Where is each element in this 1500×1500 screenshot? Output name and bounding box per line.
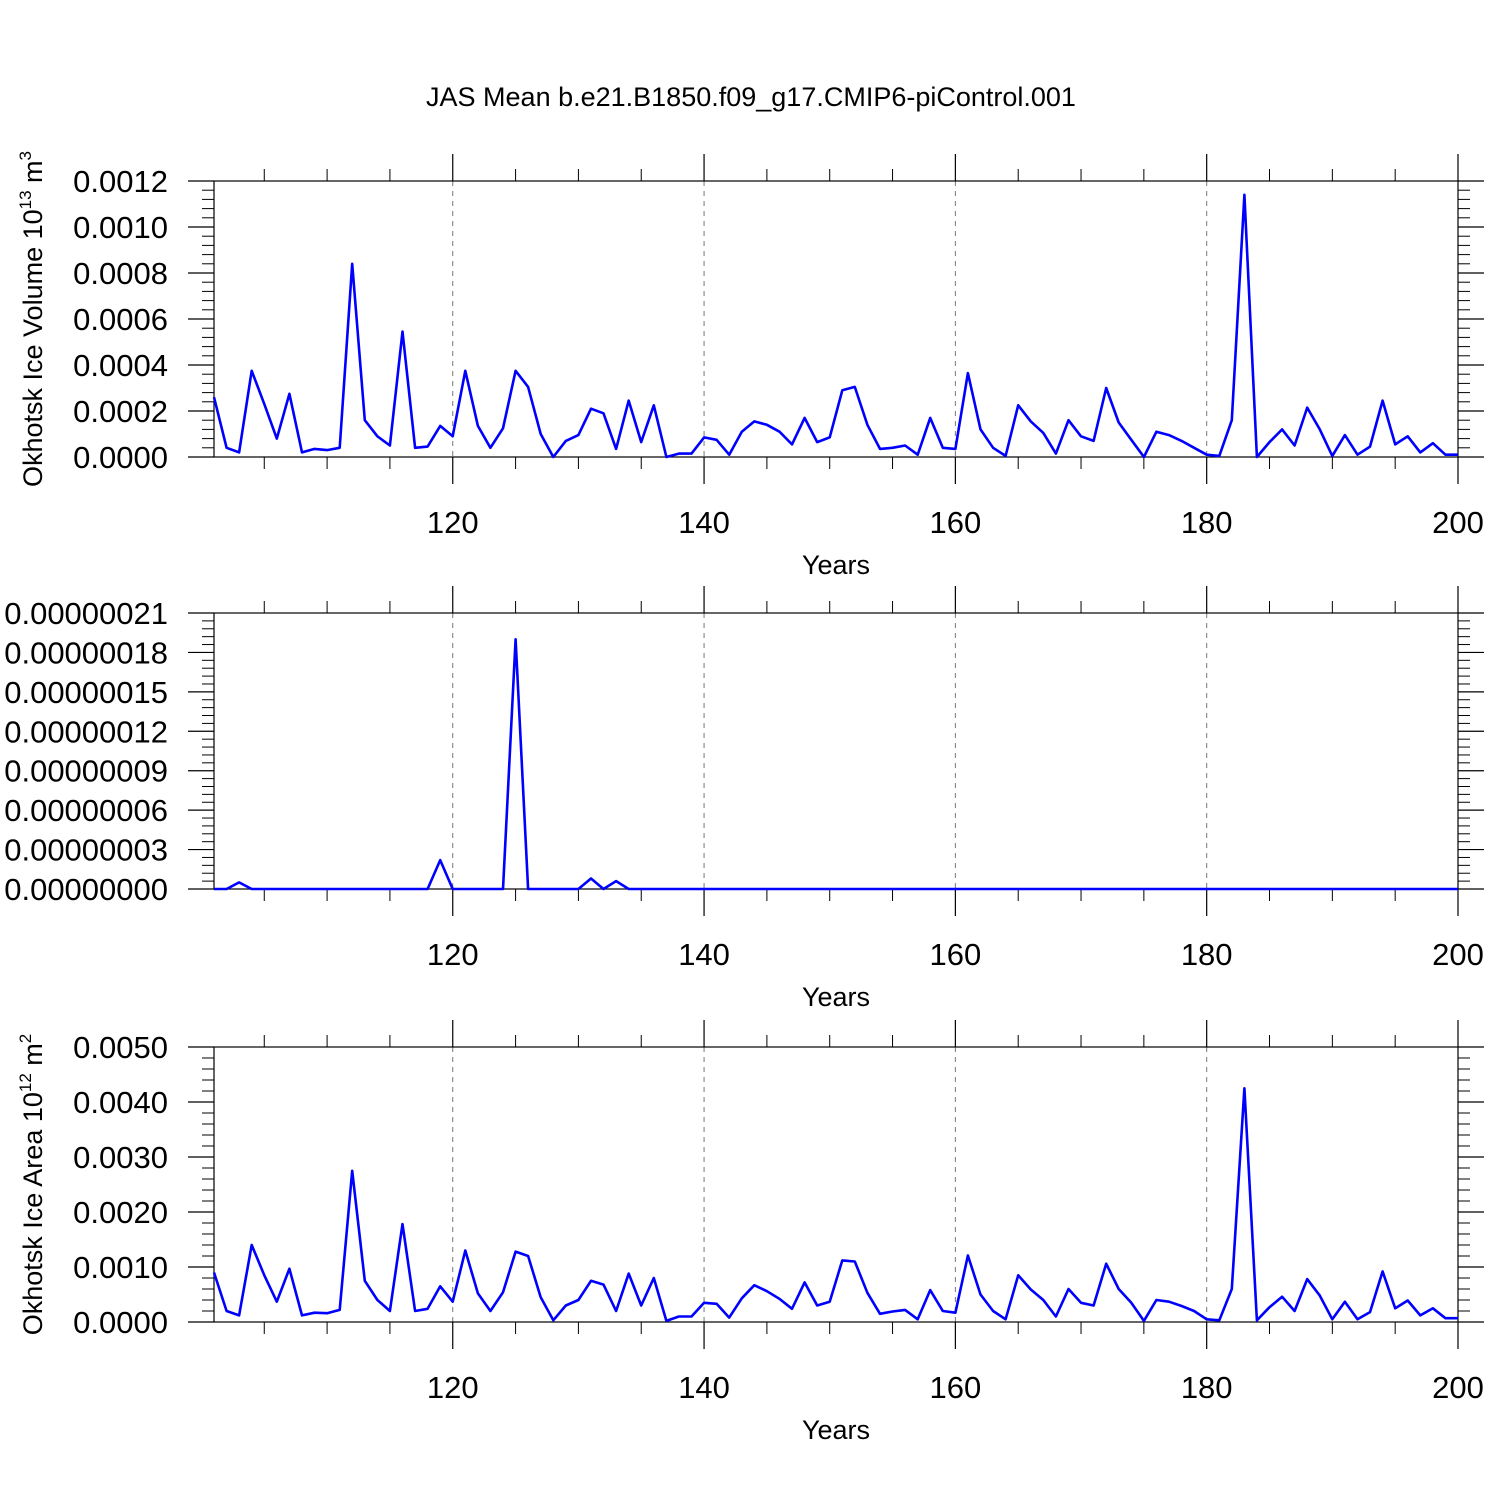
- chart-panel-2: 120 140 160 180 200 Years 0.00000000 0.00000003…: [4, 586, 1484, 1012]
- x-tick-label: 180: [1181, 1370, 1233, 1405]
- y-tick-label: 0.0006: [73, 302, 168, 337]
- series-line: [212, 1087, 1458, 1323]
- x-tick-label: 120: [427, 505, 479, 540]
- x-axis-label: Years: [802, 982, 870, 1012]
- y-tick-label: 0.00000021: [4, 596, 168, 631]
- series-line: [214, 637, 1458, 891]
- y-tick-label: 0.0004: [73, 348, 168, 383]
- figure-title: JAS Mean b.e21.B1850.f09_g17.CMIP6-piCon…: [426, 82, 1076, 112]
- y-tick-label: 0.00000015: [4, 675, 168, 710]
- x-axis-label: Years: [802, 550, 870, 580]
- panels: 120 140 160 180 200 Years 0.0000 0.0002 0.0004 0.…: [4, 151, 1484, 1445]
- x-tick-label: 120: [427, 1370, 479, 1405]
- x-tick-label: 180: [1181, 937, 1233, 972]
- x-tick-label: 200: [1432, 937, 1484, 972]
- y-tick-label: 0.0002: [73, 394, 168, 429]
- y-tick-label: 0.00000018: [4, 635, 168, 670]
- x-tick-label: 120: [427, 937, 479, 972]
- y-tick-label: 0.0008: [73, 256, 168, 291]
- x-tick-label: 180: [1181, 505, 1233, 540]
- plot-frame: [213, 612, 1459, 890]
- y-tick-label: 0.0000: [73, 440, 168, 475]
- y-axis-label: Okhotsk Ice Area 1012 m2: [16, 1034, 48, 1336]
- y-tick-label: 0.0010: [73, 1250, 168, 1285]
- x-tick-label: 140: [678, 505, 730, 540]
- y-tick-label: 0.0012: [73, 164, 168, 199]
- x-axis-label: Years: [802, 1415, 870, 1445]
- x-tick-label: 160: [930, 505, 982, 540]
- y-tick-label: 0.00000006: [4, 793, 168, 828]
- y-tick-label: 0.0000: [73, 1305, 168, 1340]
- y-tick-label: 0.0010: [73, 210, 168, 245]
- x-tick-label: 140: [678, 1370, 730, 1405]
- y-tick-label: 0.00000012: [4, 714, 168, 749]
- y-tick-label: 0.0050: [73, 1030, 168, 1065]
- series-line: [212, 193, 1458, 459]
- x-tick-label: 200: [1432, 505, 1484, 540]
- chart-panel-3: 120 140 160 180 200 Years 0.0000 0.0010 0.0020 0.…: [16, 1020, 1484, 1445]
- y-tick-label: 0.00000003: [4, 833, 168, 868]
- y-tick-label: 0.0030: [73, 1140, 168, 1175]
- x-tick-label: 160: [930, 937, 982, 972]
- x-tick-label: 200: [1432, 1370, 1484, 1405]
- x-tick-label: 140: [678, 937, 730, 972]
- y-tick-label: 0.0040: [73, 1085, 168, 1120]
- y-tick-label: 0.00000000: [4, 872, 168, 907]
- chart-panel-1: 120 140 160 180 200 Years 0.0000 0.0002 0.0004 0.…: [16, 151, 1484, 580]
- y-tick-label: 0.0020: [73, 1195, 168, 1230]
- y-axis-label: Okhotsk Ice Volume 1013 m3: [16, 151, 48, 487]
- x-tick-label: 160: [930, 1370, 982, 1405]
- plot-frame: [213, 1046, 1459, 1323]
- y-tick-label: 0.00000009: [4, 754, 168, 789]
